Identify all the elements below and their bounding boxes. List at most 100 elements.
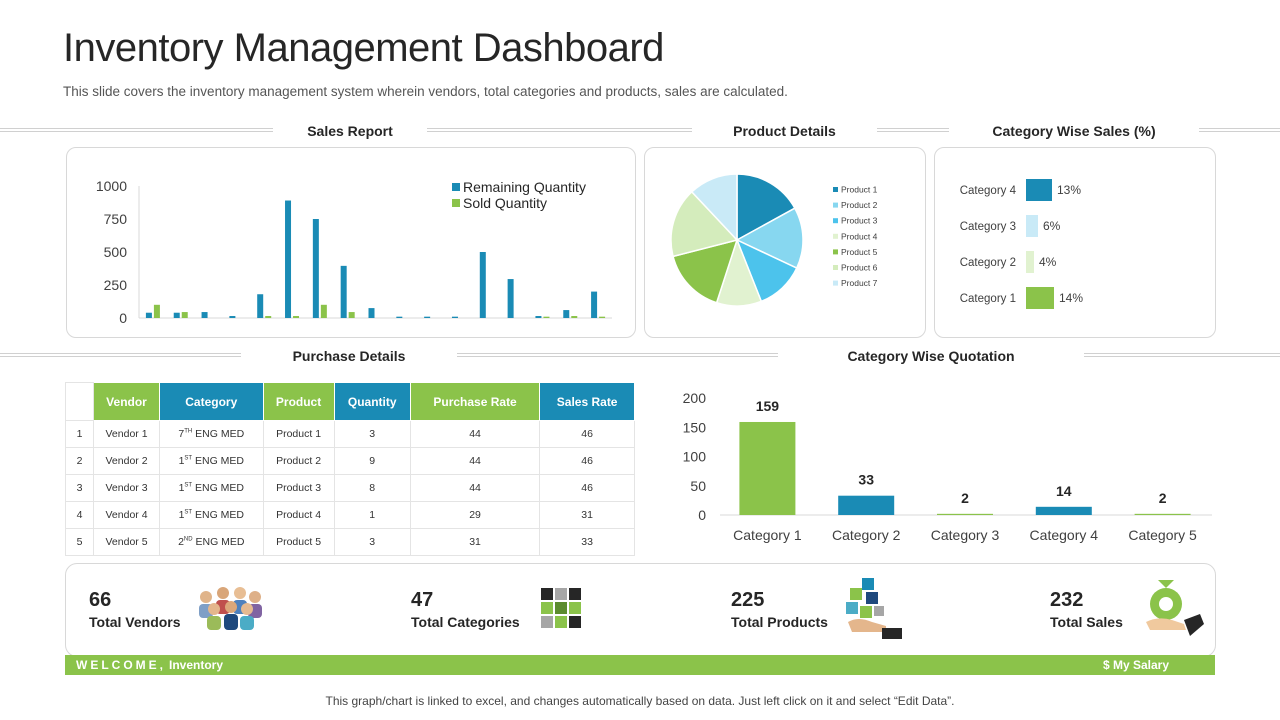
purchase-table: Vendor Category Product Quantity Purchas…: [65, 382, 635, 556]
category-sales-chart[interactable]: Category 4 13% Category 3 6% Category 2 4% Cat…: [935, 148, 1217, 339]
table-row: 4 Vendor 4 1ST ENG MED Product 4 1 29 31: [65, 501, 635, 529]
row-index: 3: [65, 474, 94, 502]
footnote: This graph/chart is linked to excel, and…: [325, 694, 955, 708]
y-tick-label: 50: [690, 478, 706, 494]
sales-report-panel: 1000 750 500 250 0 Remaining Quantity Sold Qua…: [66, 147, 636, 338]
legend-label: Product 6: [841, 263, 878, 273]
legend-label: Product 1: [841, 185, 878, 195]
divider: [0, 353, 241, 357]
bar-sold: [348, 312, 355, 318]
table-row: 2 Vendor 2 1ST ENG MED Product 2 9 44 46: [65, 447, 635, 475]
cell-vendor: Vendor 1: [92, 420, 161, 448]
x-tick-label: Category 5: [1128, 527, 1197, 543]
purchase-table-header: Vendor Category Product Quantity Purchas…: [65, 382, 635, 421]
cell-category: 7TH ENG MED: [159, 420, 264, 448]
cell-vendor: Vendor 2: [92, 447, 161, 475]
category-bar: [1026, 215, 1038, 237]
quotation-bar: [739, 421, 796, 515]
category-rest: ENG MED: [192, 455, 244, 467]
table-row: 3 Vendor 3 1ST ENG MED Product 3 8 44 46: [65, 474, 635, 502]
cell-product: Product 3: [262, 474, 335, 502]
section-title-category-quotation: Category Wise Quotation: [847, 348, 1015, 364]
x-tick-label: Category 1: [733, 527, 802, 543]
x-tick-label: Category 2: [832, 527, 901, 543]
y-tick-label: 150: [683, 419, 707, 435]
legend-swatch: [452, 199, 460, 207]
pie-slice: [690, 173, 738, 242]
category-rest: ENG MED: [192, 509, 244, 521]
cell-purchase-rate: 44: [409, 420, 541, 448]
category-num: 1: [178, 455, 185, 467]
cell-vendor: Vendor 3: [92, 474, 161, 502]
bar-remaining: [340, 265, 347, 318]
row-index: 4: [65, 501, 94, 529]
category-suffix: ST: [184, 455, 193, 462]
legend-label: Sold Quantity: [463, 195, 547, 211]
category-suffix: TH: [184, 428, 193, 435]
cell-purchase-rate: 44: [409, 474, 541, 502]
legend-label: Product 5: [841, 247, 878, 257]
table-header-index: [65, 382, 94, 421]
cell-quantity: 3: [333, 420, 411, 448]
legend-label: Remaining Quantity: [463, 179, 586, 195]
divider: [877, 128, 949, 132]
data-label: 4%: [1039, 255, 1057, 269]
bar-sold: [599, 316, 606, 318]
category-rest: ENG MED: [192, 482, 244, 494]
legend-label: Product 3: [841, 216, 878, 226]
divider: [1199, 128, 1280, 132]
pie-slice: [672, 238, 739, 304]
category-rest: ENG MED: [192, 536, 245, 548]
cell-purchase-rate: 29: [409, 501, 541, 529]
kpi-value-categories: 47: [411, 589, 434, 611]
products-cubes-icon: [846, 578, 902, 639]
legend-swatch: [833, 187, 838, 192]
table-header-product: Product: [262, 382, 335, 421]
legend-swatch: [833, 218, 838, 224]
bar-remaining: [145, 312, 152, 318]
legend-swatch: [452, 183, 460, 191]
cell-vendor: Vendor 5: [92, 528, 161, 556]
bar-remaining: [535, 316, 542, 318]
legend-label: Product 4: [841, 231, 878, 241]
y-tick-label: 1000: [96, 178, 127, 194]
bar-remaining: [201, 312, 208, 318]
my-salary-link[interactable]: $ My Salary: [1102, 658, 1169, 672]
pie-slice: [670, 190, 739, 258]
product-details-chart[interactable]: Product 1 Product 2 Product 3 Product 4 Prod…: [645, 148, 927, 339]
section-title-category-sales: Category Wise Sales (%): [992, 123, 1156, 139]
legend-label: Product 2: [841, 200, 878, 210]
category-label: Category 3: [960, 221, 1016, 233]
bar-sold: [293, 316, 300, 318]
divider: [427, 128, 692, 132]
cell-product: Product 5: [262, 528, 335, 556]
vendors-group-icon: [199, 587, 262, 630]
row-index: 2: [65, 447, 94, 475]
section-title-purchase-details: Purchase Details: [292, 348, 406, 364]
x-tick-label: Category 4: [1030, 527, 1099, 543]
table-header-vendor: Vendor: [92, 382, 161, 421]
pie-slice: [736, 173, 796, 242]
data-label: 2: [961, 490, 969, 506]
cell-quantity: 3: [333, 528, 411, 556]
y-tick-label: 750: [104, 211, 128, 227]
section-title-product-details: Product Details: [733, 123, 836, 139]
y-tick-label: 500: [104, 244, 128, 260]
bar-remaining: [396, 316, 403, 318]
category-label: Category 4: [960, 185, 1017, 197]
page-subtitle: This slide covers the inventory manageme…: [63, 84, 788, 99]
kpi-label-categories: Total Categories: [411, 614, 520, 630]
bar-remaining: [257, 294, 264, 318]
cell-category: 1ST ENG MED: [159, 474, 264, 502]
cell-product: Product 4: [262, 501, 335, 529]
section-title-sales-report: Sales Report: [307, 123, 393, 139]
cell-sales-rate: 46: [539, 420, 635, 448]
row-index: 5: [65, 528, 94, 556]
bar-remaining: [591, 291, 598, 318]
y-tick-label: 0: [698, 507, 706, 523]
bar-sold: [320, 304, 327, 318]
row-index: 1: [65, 420, 94, 448]
category-quotation-chart[interactable]: 200 150 100 50 0 159 Category 1 33 Category 2 2 Ca…: [660, 382, 1220, 547]
bar-sold: [543, 316, 550, 318]
